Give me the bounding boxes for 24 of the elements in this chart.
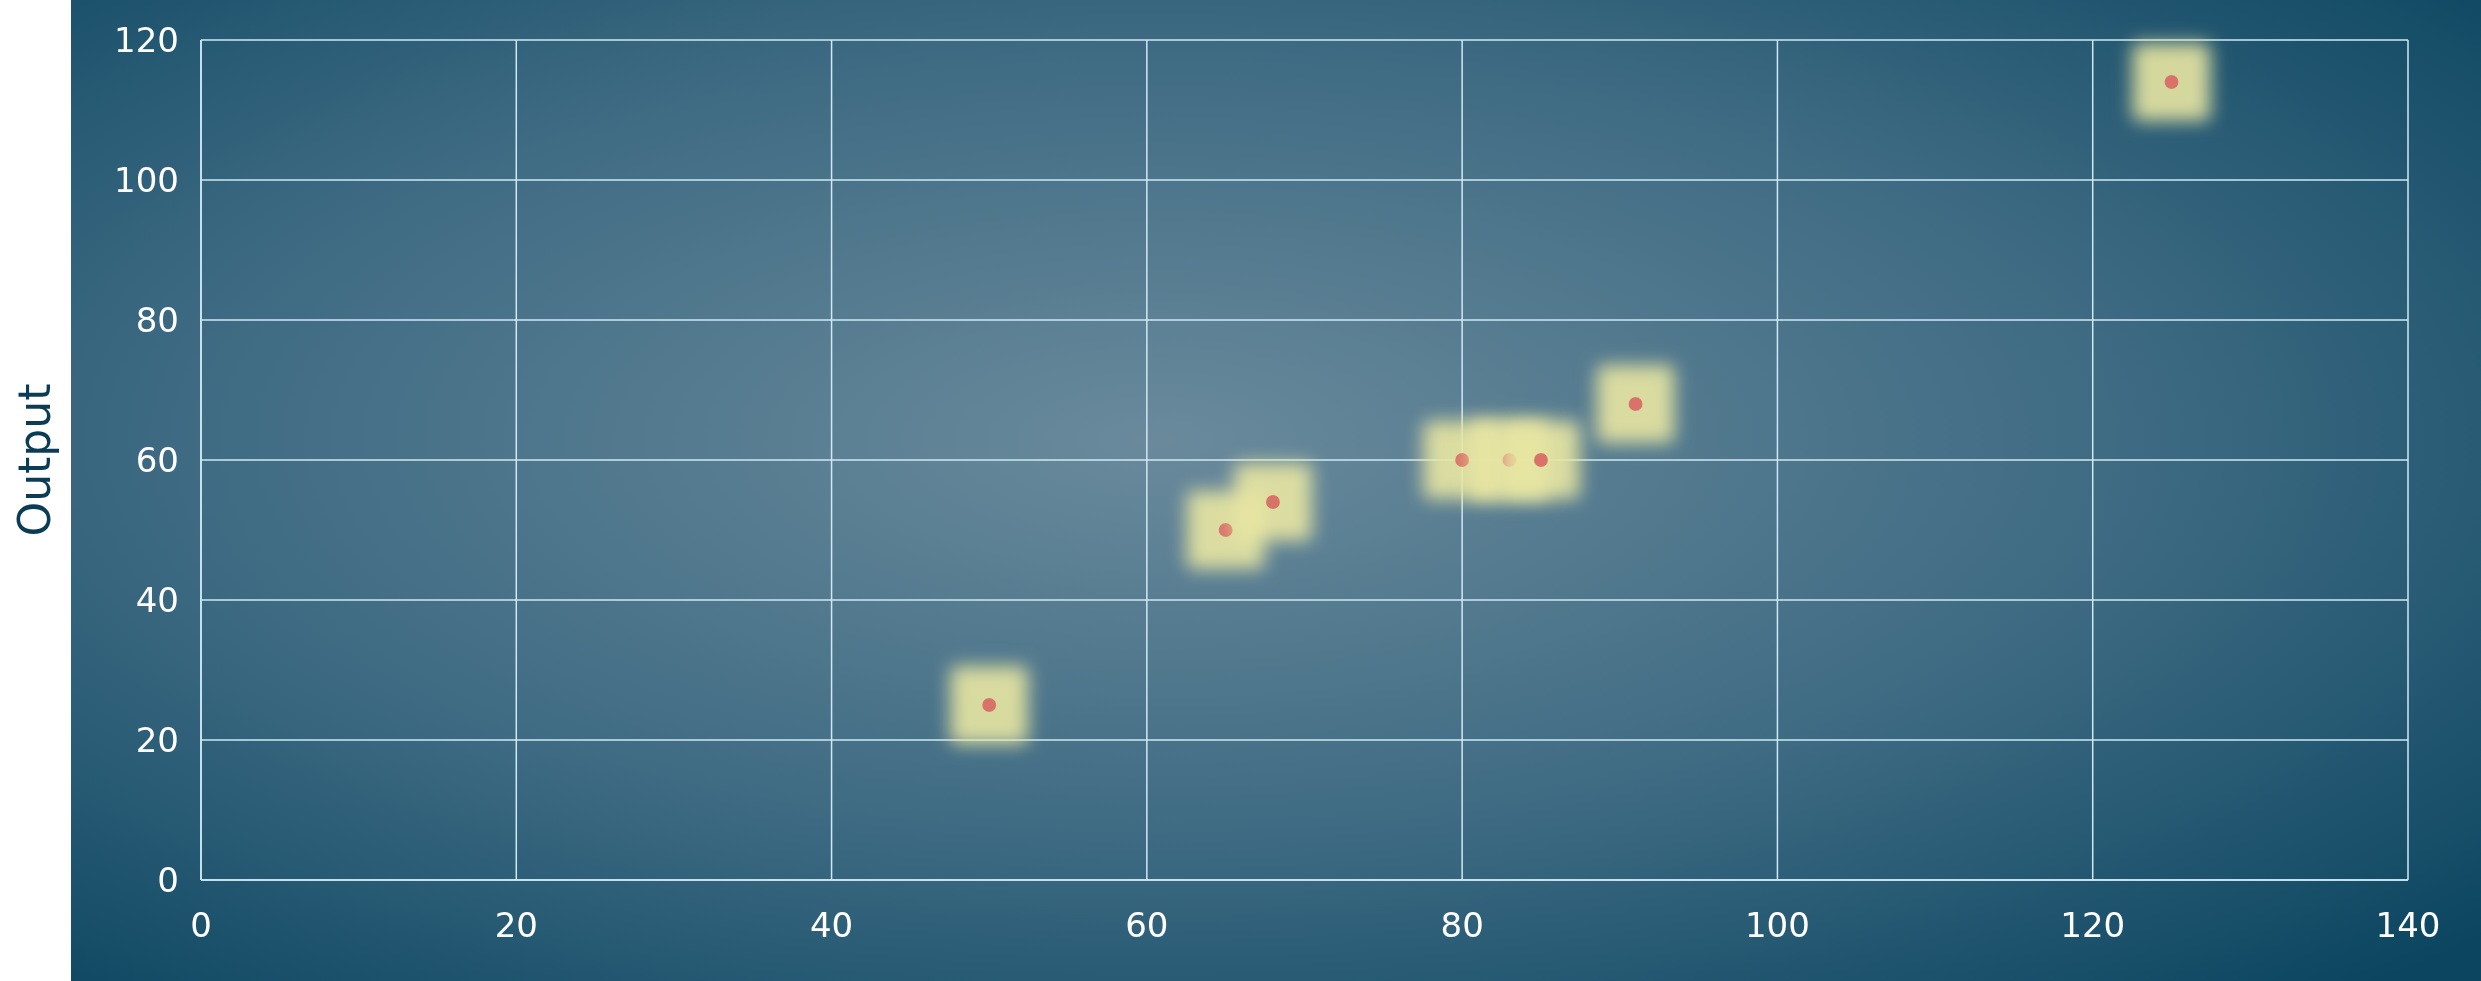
x-tick-label: 60 <box>1125 905 1169 945</box>
y-tick-label: 40 <box>135 580 179 620</box>
x-tick-label: 120 <box>2060 905 2126 945</box>
point <box>1218 523 1233 537</box>
y-tick-label: 0 <box>157 860 179 900</box>
point <box>1455 453 1470 467</box>
y-tick-label: 80 <box>135 300 179 340</box>
y-axis-title: Output <box>9 383 60 537</box>
point <box>1502 453 1517 467</box>
y-tick-label: 120 <box>114 20 179 60</box>
x-tick-label: 40 <box>809 905 854 945</box>
point <box>1533 453 1548 467</box>
x-tick-label: 140 <box>2375 905 2441 945</box>
x-tick-label: 20 <box>494 905 538 945</box>
x-tick-label: 0 <box>190 905 212 945</box>
y-tick-label: 20 <box>135 720 179 760</box>
point <box>1628 397 1643 411</box>
point <box>2164 75 2179 89</box>
x-tick-label: 100 <box>1744 905 1810 945</box>
x-tick-label: 80 <box>1440 905 1484 945</box>
point <box>1265 495 1280 509</box>
y-tick-label: 60 <box>135 440 179 480</box>
y-tick-label: 100 <box>114 160 179 200</box>
point <box>982 698 997 712</box>
